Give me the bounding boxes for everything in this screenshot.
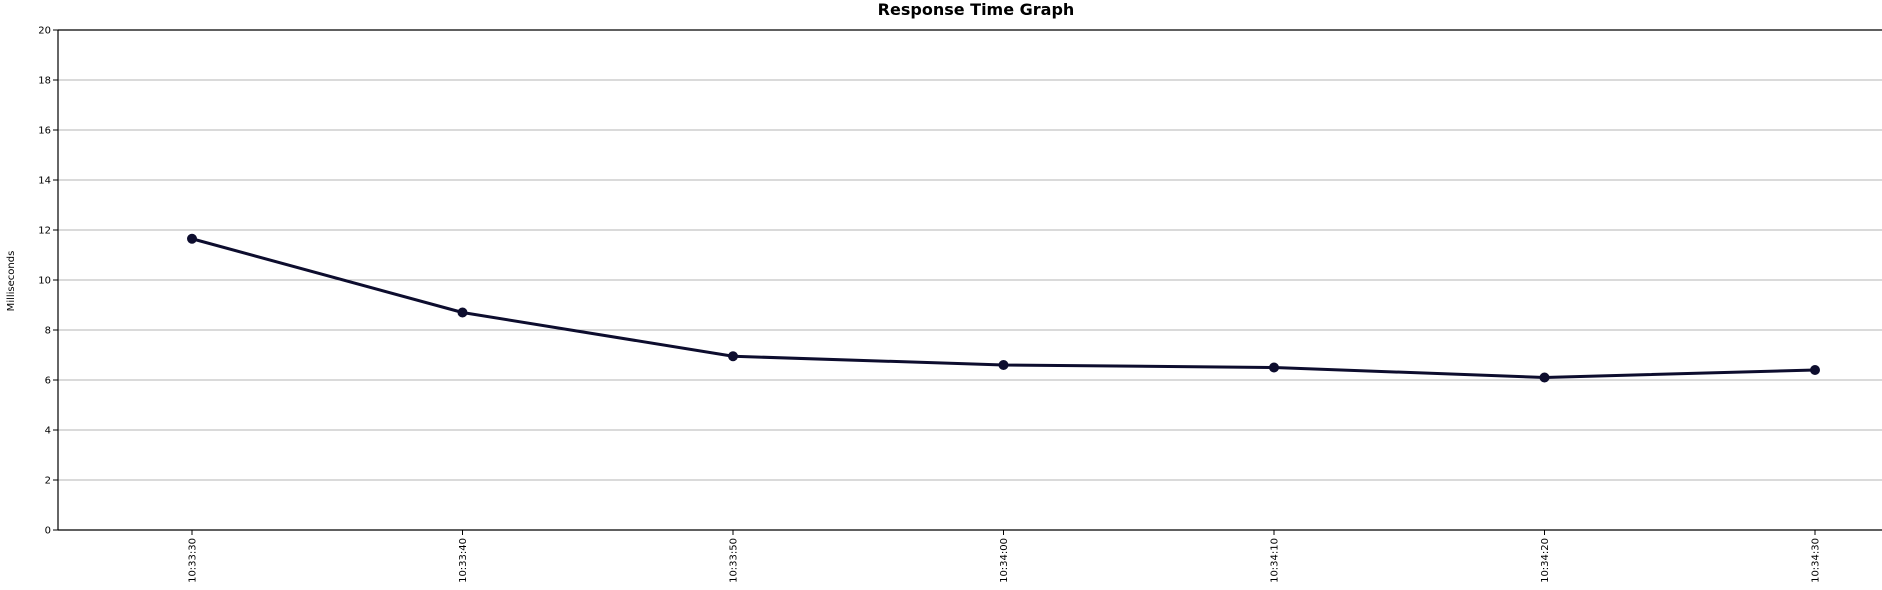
x-tick-label: 10:33:40 [458,538,469,583]
y-tick-label: 10 [38,276,51,287]
x-tick-label: 10:34:10 [1270,538,1281,583]
x-tick-label: 10:34:00 [999,538,1010,583]
y-tick-label: 18 [38,76,51,87]
chart-title: Response Time Graph [878,0,1075,19]
y-tick-label: 2 [45,476,51,487]
y-tick-label: 6 [45,376,51,387]
data-point [1269,362,1279,373]
y-tick-label: 20 [38,26,51,37]
data-series [187,233,1820,383]
y-axis: 0 2 4 6 8 10 12 14 16 18 20 [38,26,1882,537]
x-tick-label: 10:34:30 [1811,538,1822,583]
y-tick-label: 0 [45,526,51,537]
y-axis-label: Milliseconds [6,251,17,312]
series-line [191,237,1816,379]
data-point [1810,365,1820,375]
data-point [728,351,738,362]
data-point [187,233,197,244]
x-axis: 10:33:30 10:33:40 10:33:50 10:34:00 10:34:10… [58,529,1882,583]
y-tick-label: 4 [45,426,51,437]
data-point [457,307,468,318]
y-tick-label: 16 [38,126,51,137]
x-tick-label: 10:34:20 [1540,538,1551,583]
data-point [998,360,1009,370]
x-tick-label: 10:33:50 [729,538,740,583]
y-tick-label: 14 [38,176,51,187]
grid-lines [58,29,1882,481]
y-tick-label: 8 [45,326,51,337]
y-tick-label: 12 [38,226,51,237]
data-point [1539,372,1550,383]
x-tick-label: 10:33:30 [188,538,199,583]
